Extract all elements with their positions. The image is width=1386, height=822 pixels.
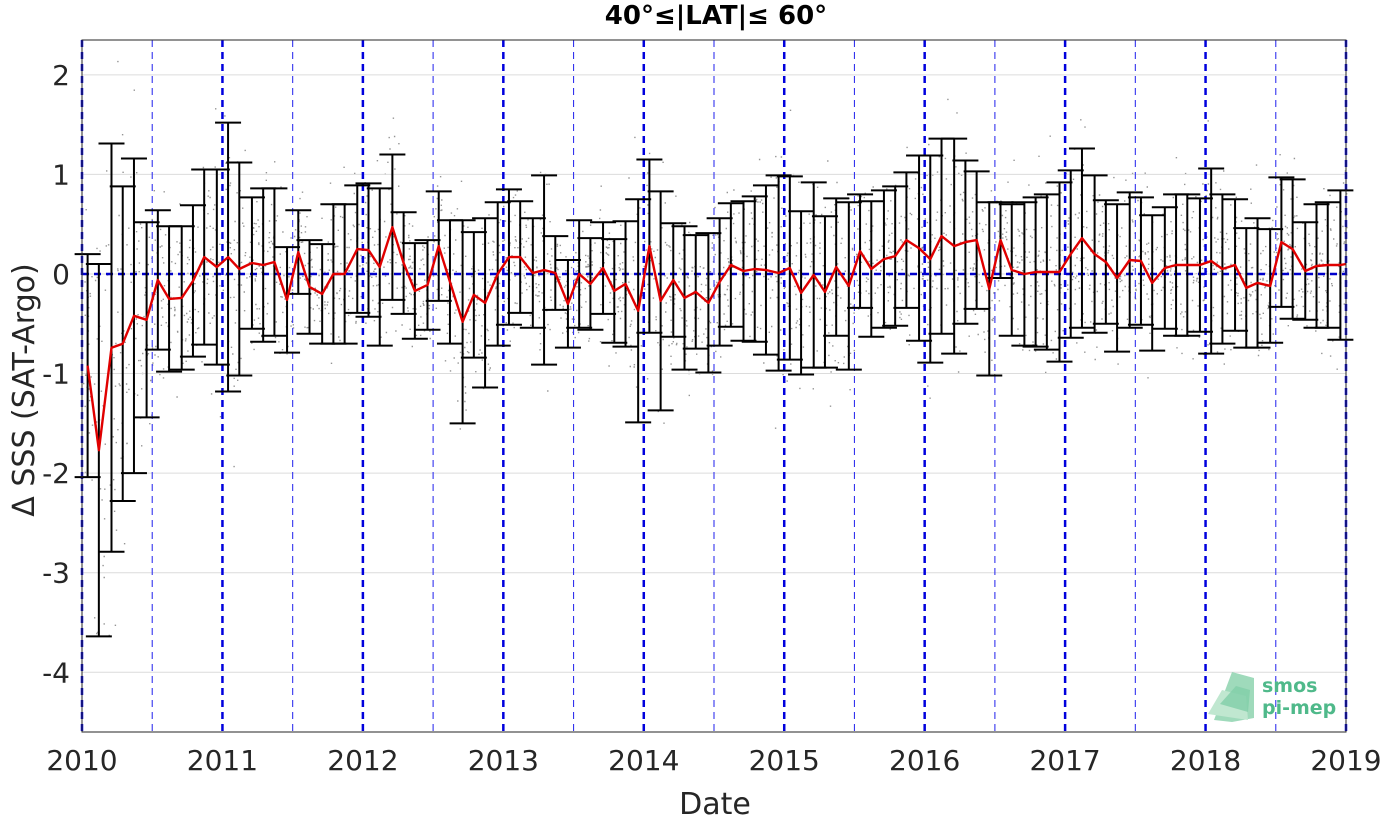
y-axis-label: Δ SSS (SAT-Argo): [7, 263, 42, 516]
logo-line2: pi-mep: [1262, 697, 1336, 719]
y-tick-label: -2: [42, 457, 70, 490]
y-tick-label: -1: [42, 358, 70, 391]
scatter-points: [83, 60, 1348, 637]
x-tick-label: 2014: [608, 744, 679, 777]
x-tick-label: 2010: [46, 744, 117, 777]
y-tick-labels: 2 1 0 -1 -2 -3 -4: [42, 59, 70, 689]
x-axis-label: Date: [679, 787, 751, 818]
scatter-cloud: [83, 60, 1348, 637]
y-tick-label: 1: [52, 158, 70, 191]
mean-line-series: [86, 226, 1347, 452]
y-tick-label: -3: [42, 557, 70, 590]
y-tick-label: 2: [52, 59, 70, 92]
x-tick-labels: 2010 2011 2012 2013 2014 2015 2016 2017 2018 2019: [46, 744, 1381, 777]
x-tick-label: 2017: [1029, 744, 1100, 777]
plot-frame: [81, 39, 1347, 733]
x-tick-label: 2013: [468, 744, 539, 777]
x-tick-label: 2012: [327, 744, 398, 777]
error-bar: [74, 253, 101, 479]
mean-line: [86, 226, 1347, 452]
x-tick-label: 2011: [187, 744, 258, 777]
y-tick-label: -4: [42, 656, 70, 689]
logo-line1: smos: [1262, 675, 1317, 697]
chart-title: 40°≤|LAT|≤ 60°: [605, 1, 827, 31]
x-tick-label: 2015: [749, 744, 820, 777]
smos-logo: smos pi-mep: [1208, 672, 1336, 722]
x-tick-label: 2018: [1170, 744, 1241, 777]
date-reference-lines: [80, 40, 1348, 732]
smos-logo-mark-icon: [1208, 672, 1254, 722]
x-tick-label: 2019: [1310, 744, 1381, 777]
y-tick-label: 0: [52, 258, 70, 291]
x-tick-label: 2016: [889, 744, 960, 777]
